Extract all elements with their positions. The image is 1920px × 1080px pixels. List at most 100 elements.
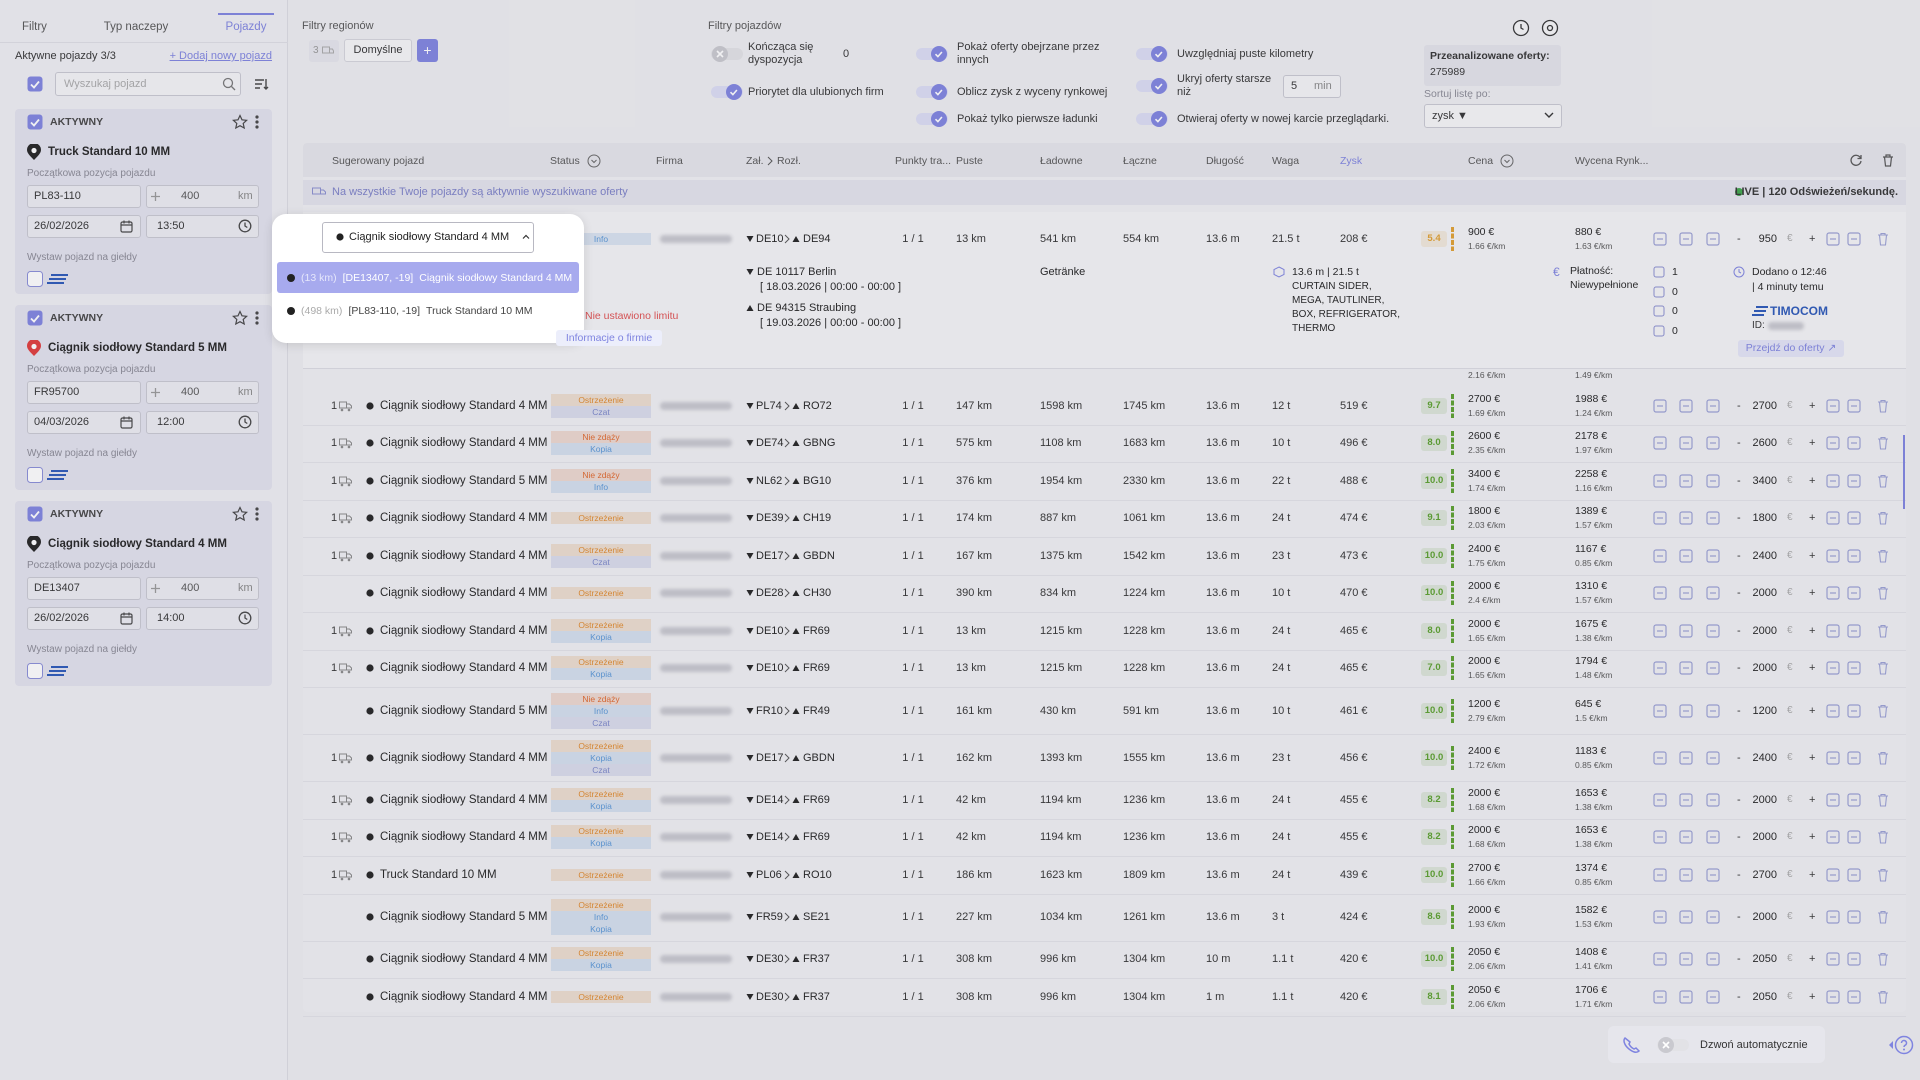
share-button[interactable] [1653, 703, 1667, 718]
bid-minus[interactable]: - [1737, 662, 1741, 675]
delete-button[interactable] [1877, 661, 1889, 675]
bid-minus[interactable]: - [1737, 990, 1741, 1003]
radius-input[interactable] [146, 577, 259, 600]
checkbox[interactable] [27, 271, 43, 287]
mail-button[interactable] [1706, 549, 1720, 563]
note-button[interactable] [1847, 661, 1861, 675]
clear-icon[interactable] [1881, 153, 1895, 167]
bid-minus[interactable]: - [1737, 793, 1741, 806]
mail-button[interactable] [1706, 703, 1720, 718]
bid-plus[interactable]: + [1809, 233, 1816, 245]
date-input[interactable] [27, 215, 141, 238]
counter-offer-button[interactable] [1826, 703, 1840, 718]
delete-button[interactable] [1877, 232, 1889, 246]
call-button[interactable] [1679, 549, 1693, 563]
share-button[interactable] [1653, 399, 1667, 413]
call-button[interactable] [1679, 399, 1693, 413]
share-button[interactable] [1653, 910, 1667, 924]
counter-offer-button[interactable] [1826, 232, 1840, 246]
share-button[interactable] [1653, 952, 1667, 966]
favorite-star[interactable] [232, 506, 248, 522]
column-header[interactable]: Zał. [746, 155, 764, 167]
delete-button[interactable] [1877, 511, 1889, 525]
column-header[interactable]: Łączne [1123, 155, 1157, 167]
note-button[interactable] [1847, 750, 1861, 765]
tab[interactable]: Filtry [22, 21, 47, 33]
region-count-button[interactable] [309, 40, 339, 62]
bid-plus[interactable]: + [1809, 399, 1816, 412]
mail-button[interactable] [1706, 793, 1720, 807]
delete-button[interactable] [1877, 910, 1889, 924]
call-button[interactable] [1679, 952, 1693, 966]
share-button[interactable] [1653, 661, 1667, 675]
mail-button[interactable] [1706, 661, 1720, 675]
favorite-star[interactable] [232, 310, 248, 326]
mail-button[interactable] [1706, 750, 1720, 765]
mail-button[interactable] [1706, 511, 1720, 525]
counter-offer-button[interactable] [1826, 624, 1840, 638]
time-input[interactable] [146, 411, 259, 434]
tab[interactable]: Typ naczepy [103, 21, 169, 33]
bid-plus[interactable]: + [1809, 704, 1816, 717]
price-filter-icon[interactable] [1500, 154, 1514, 168]
column-header[interactable]: Waga [1272, 155, 1300, 167]
column-header[interactable]: Rozł. [777, 155, 801, 167]
bid-minus[interactable]: - [1737, 953, 1741, 966]
bid-minus[interactable]: - [1737, 437, 1741, 450]
counter-offer-button[interactable] [1826, 399, 1840, 413]
delete-button[interactable] [1877, 399, 1889, 413]
checkbox[interactable] [27, 506, 43, 522]
toggle[interactable] [1656, 1036, 1690, 1054]
toggle[interactable] [710, 83, 744, 101]
toggle[interactable] [915, 83, 949, 101]
sort-select[interactable] [1424, 104, 1562, 128]
bid-plus[interactable]: + [1809, 624, 1816, 637]
bid-minus[interactable]: - [1737, 549, 1741, 562]
note-button[interactable] [1847, 952, 1861, 966]
column-header[interactable]: Długość [1206, 155, 1244, 167]
bid-minus[interactable]: - [1737, 911, 1741, 923]
mail-button[interactable] [1706, 910, 1720, 924]
date-input[interactable] [27, 607, 141, 630]
bid-minus[interactable]: - [1737, 751, 1741, 764]
delete-button[interactable] [1877, 793, 1889, 807]
mail-button[interactable] [1706, 624, 1720, 638]
tab[interactable]: Pojazdy [225, 21, 267, 33]
plate-input[interactable] [27, 577, 141, 600]
note-button[interactable] [1847, 586, 1861, 600]
note-button[interactable] [1847, 549, 1861, 563]
column-header[interactable]: Sugerowany pojazd [332, 155, 425, 167]
delete-button[interactable] [1877, 751, 1889, 765]
column-header[interactable]: Cena [1468, 155, 1494, 167]
bid-plus[interactable]: + [1809, 437, 1816, 450]
column-header[interactable]: Ładowne [1040, 155, 1083, 167]
bid-plus[interactable]: + [1809, 587, 1816, 600]
vehicle-select[interactable] [322, 222, 534, 253]
delete-button[interactable] [1877, 990, 1889, 1004]
refresh-icon[interactable] [1849, 153, 1863, 167]
dropdown-option[interactable]: (13 km) [DE13407, -19] Ciągnik siodłowy St… [277, 262, 579, 293]
toggle[interactable] [1135, 77, 1169, 95]
share-button[interactable] [1653, 750, 1667, 765]
favorite-star[interactable] [232, 114, 248, 130]
counter-offer-button[interactable] [1826, 436, 1840, 450]
checkbox[interactable] [27, 76, 43, 92]
counter-offer-button[interactable] [1826, 910, 1840, 924]
toggle[interactable] [710, 45, 744, 63]
plate-input[interactable] [27, 185, 141, 208]
share-button[interactable] [1653, 793, 1667, 807]
radius-input[interactable] [146, 185, 259, 208]
column-header[interactable]: Firma [656, 155, 683, 167]
note-button[interactable] [1847, 399, 1861, 413]
share-button[interactable] [1653, 830, 1667, 844]
call-button[interactable] [1679, 793, 1693, 807]
bid-minus[interactable]: - [1737, 474, 1741, 487]
share-button[interactable] [1653, 474, 1667, 488]
note-button[interactable] [1847, 703, 1861, 718]
call-button[interactable] [1679, 511, 1693, 525]
mail-button[interactable] [1706, 990, 1720, 1004]
mail-button[interactable] [1706, 868, 1720, 882]
toggle[interactable] [1135, 45, 1169, 63]
bid-plus[interactable]: + [1809, 990, 1816, 1003]
toggle[interactable] [915, 110, 949, 128]
